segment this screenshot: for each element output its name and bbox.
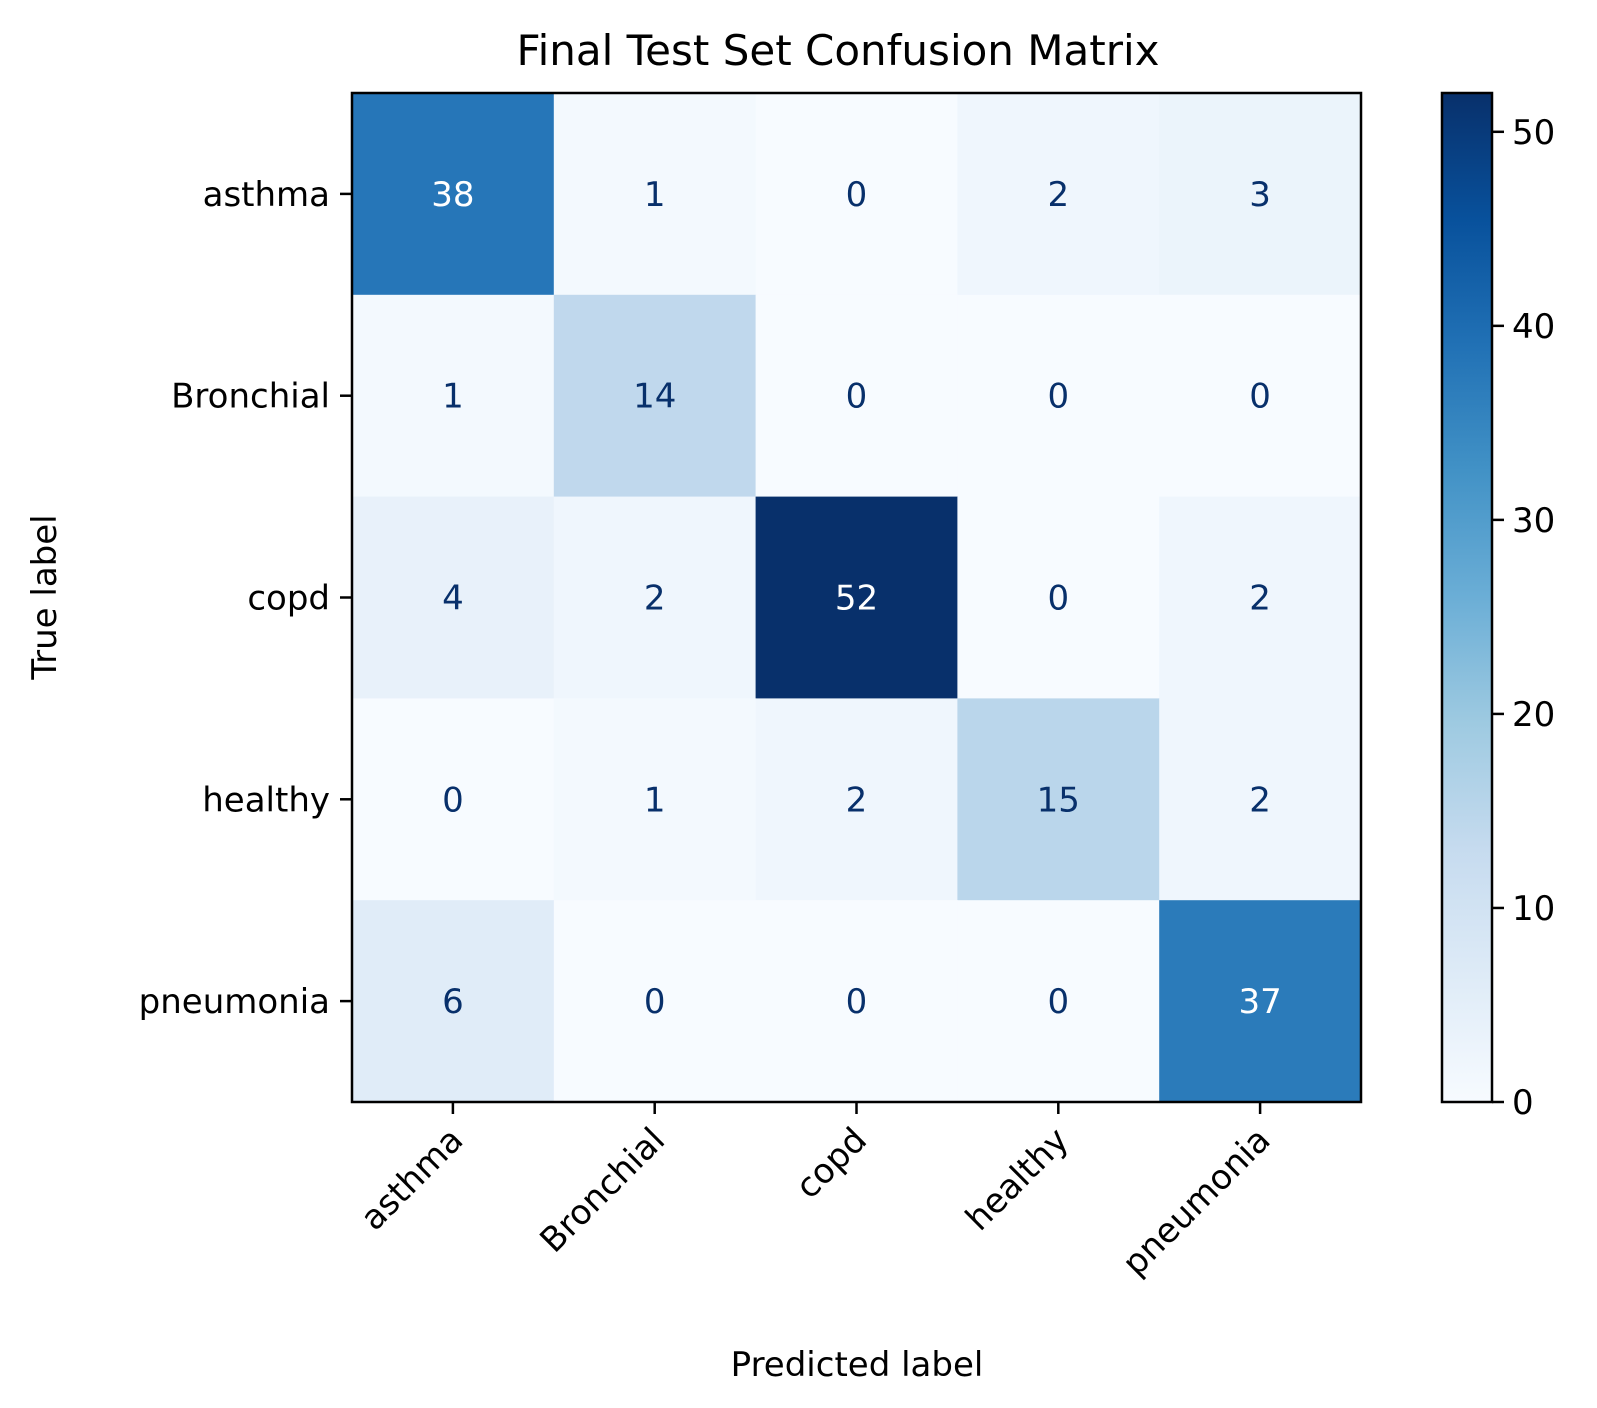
cell-value-label: 37: [1238, 982, 1281, 1022]
heatmap-cell: [553, 698, 757, 901]
cell-value-label: 2: [1249, 579, 1271, 619]
heatmap-cell: [755, 294, 958, 498]
heatmap-cell: [553, 496, 757, 699]
cell-value-label: 0: [1047, 579, 1069, 619]
x-axis-label: Predicted label: [731, 1345, 984, 1385]
y-axis-label: True label: [25, 514, 65, 680]
cell-value-label: 1: [644, 780, 666, 820]
cell-value-label: 1: [644, 175, 666, 215]
heatmap-cells: [352, 93, 1362, 1103]
cell-value-label: 2: [644, 579, 666, 619]
cell-value-label: 0: [442, 780, 464, 820]
heatmap-cell: [755, 698, 958, 901]
colorbar-ticks: 0 10 20 30 40 50: [1492, 113, 1555, 1123]
colorbar-tick-label: 30: [1512, 501, 1555, 541]
colorbar-tick-label: 10: [1512, 889, 1555, 929]
heatmap-cell: [1159, 496, 1362, 699]
heatmap-cell: [352, 93, 555, 296]
cell-value-label: 0: [1047, 377, 1069, 417]
chart-title: Final Test Set Confusion Matrix: [516, 26, 1159, 75]
y-tick-label: healthy: [202, 780, 330, 820]
heatmap-cell: [1159, 698, 1362, 901]
cell-value-label: 38: [431, 175, 474, 215]
colorbar-tick-label: 50: [1512, 113, 1555, 153]
cell-value-label: 3: [1249, 175, 1271, 215]
heatmap-cell: [553, 294, 757, 498]
colorbar-tick-label: 20: [1512, 695, 1555, 735]
heatmap-cell: [352, 900, 555, 1103]
colorbar: [1440, 91, 1494, 1104]
heatmap-cell: [352, 698, 555, 901]
heatmap-cell: [755, 496, 958, 699]
y-tick-label: pneumonia: [139, 982, 330, 1022]
y-tick-label: Bronchial: [171, 377, 330, 417]
heatmap-cell: [1159, 900, 1362, 1103]
heatmap-cell: [553, 900, 757, 1103]
cell-value-label: 6: [442, 982, 464, 1022]
cell-value-label: 14: [633, 377, 676, 417]
heatmap-cell: [553, 93, 757, 296]
heatmap-cell: [957, 698, 1160, 901]
cell-value-label: 0: [846, 982, 868, 1022]
heatmap-cell: [1159, 294, 1362, 498]
y-tick-label: copd: [247, 579, 330, 619]
cell-value-label: 2: [846, 780, 868, 820]
heatmap-cell-labels: 38 1 0 2 3 1 14 0 0 0 4 2 52 0 2 0 1 2 15 2 6 0 0 0 37: [431, 175, 1281, 1022]
heatmap-cell: [1159, 93, 1362, 296]
cell-value-label: 52: [835, 579, 878, 619]
cell-value-label: 0: [846, 377, 868, 417]
y-tick-label: asthma: [203, 175, 330, 215]
heatmap-cell: [755, 900, 958, 1103]
heatmap-cell: [957, 294, 1160, 498]
cell-value-label: 0: [1249, 377, 1271, 417]
cell-value-label: 2: [1249, 780, 1271, 820]
cell-value-label: 1: [442, 377, 464, 417]
cell-value-label: 0: [846, 175, 868, 215]
colorbar-tick-label: 0: [1512, 1083, 1534, 1123]
heatmap-cell: [957, 496, 1160, 699]
heatmap-cell: [352, 496, 555, 699]
y-axis-ticks: asthma Bronchial copd healthy pneumonia: [139, 175, 352, 1022]
cell-value-label: 4: [442, 579, 464, 619]
cell-value-label: 0: [1047, 982, 1069, 1022]
cell-value-label: 0: [644, 982, 666, 1022]
cell-value-label: 15: [1037, 780, 1080, 820]
colorbar-tick-label: 40: [1512, 307, 1555, 347]
cell-value-label: 2: [1047, 175, 1069, 215]
heatmap-cell: [957, 93, 1160, 296]
heatmap-cell: [957, 900, 1160, 1103]
heatmap-cell: [755, 93, 958, 296]
heatmap-cell: [352, 294, 555, 498]
